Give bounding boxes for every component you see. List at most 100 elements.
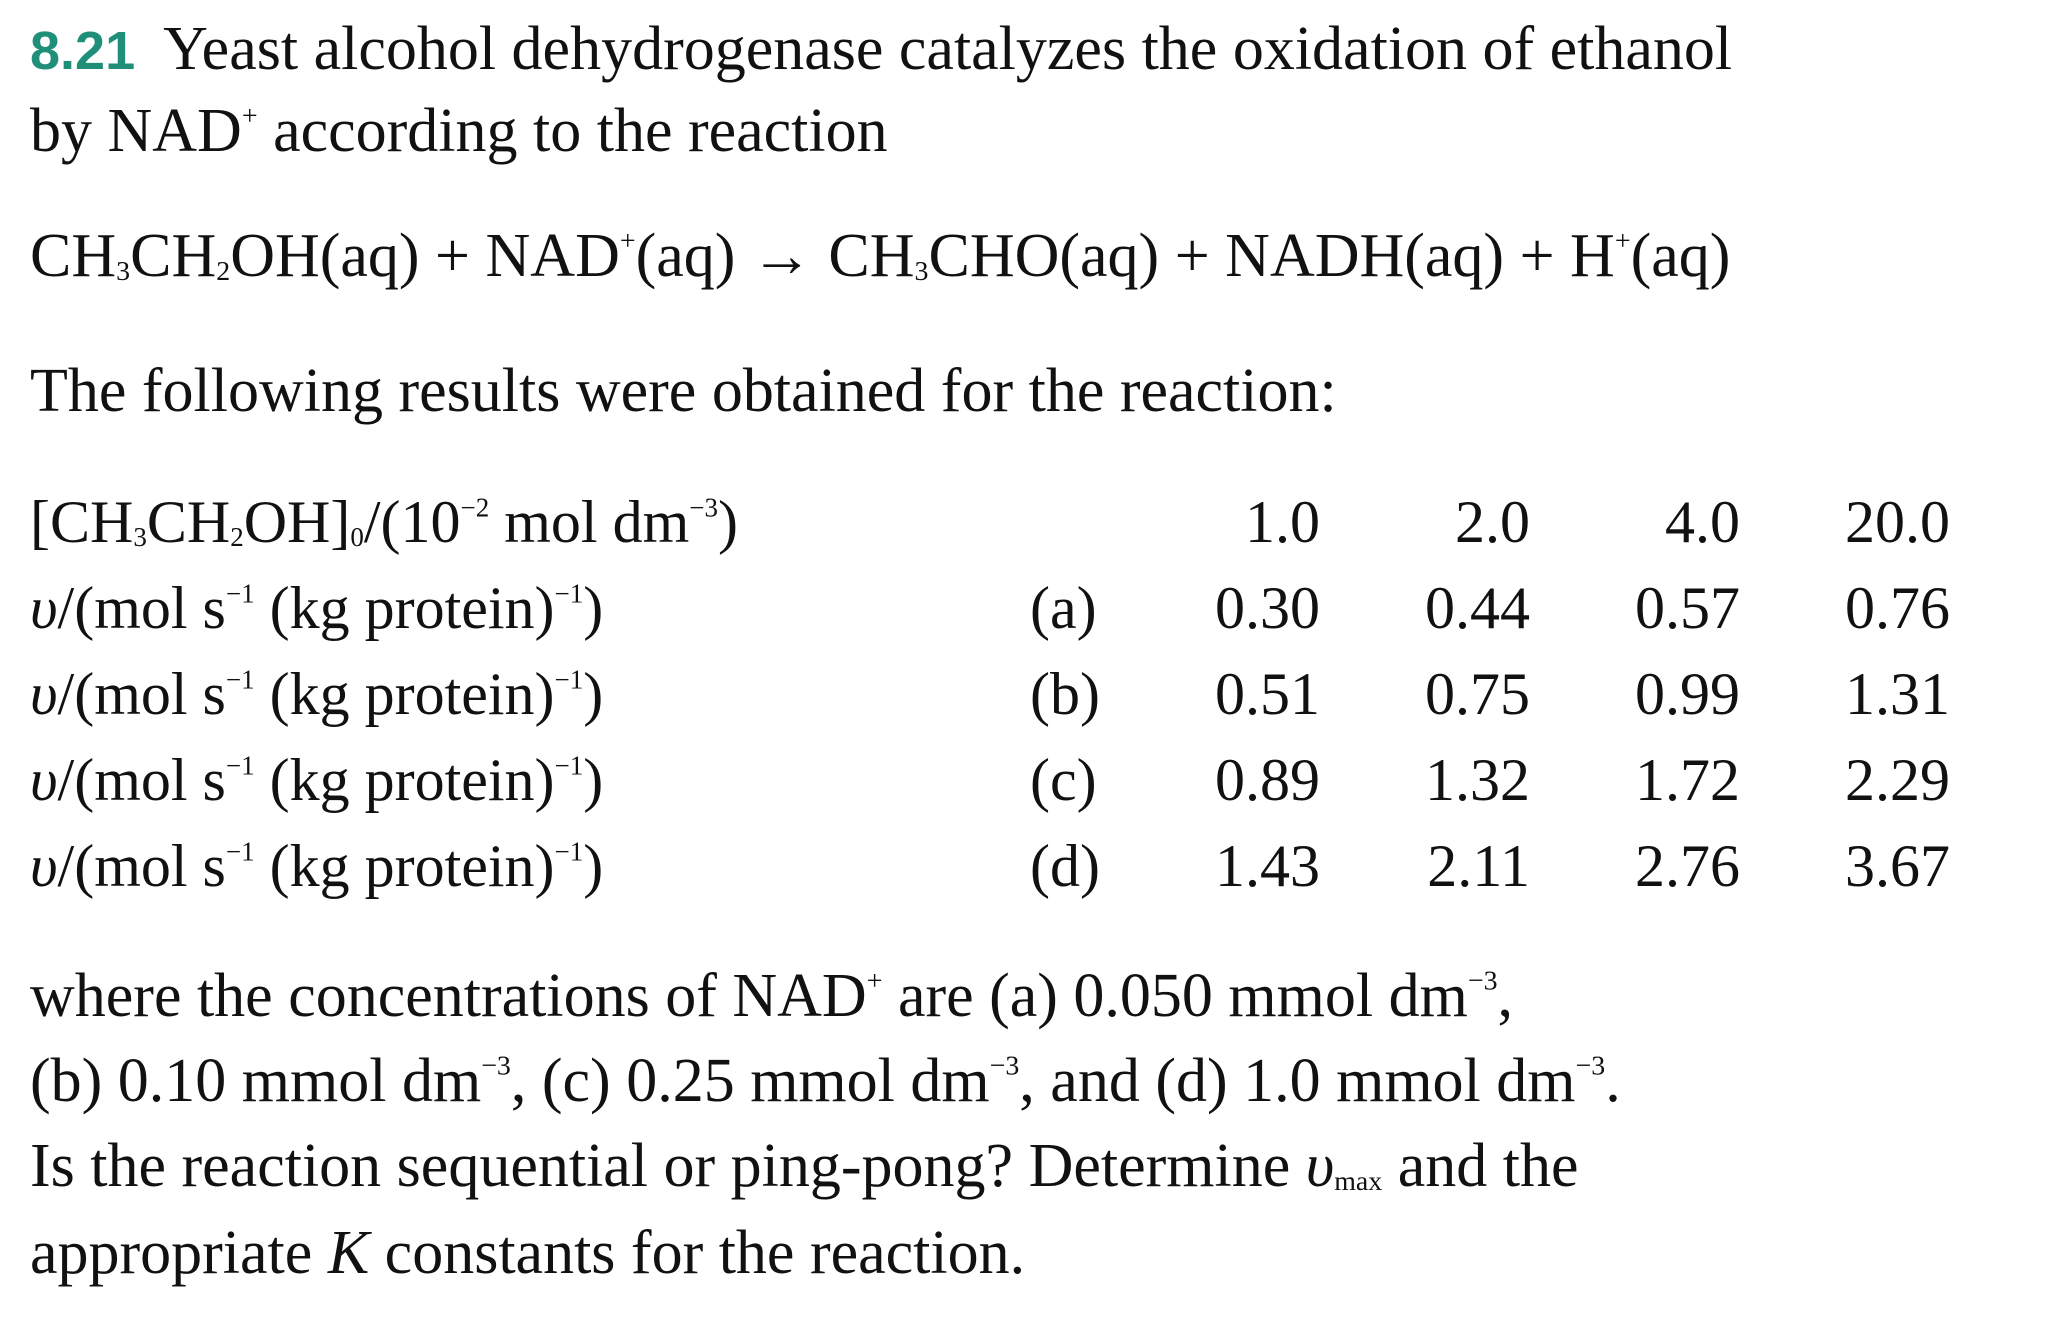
table-cell: 0.76 [1845, 575, 1950, 641]
label-part: mol dm [489, 489, 690, 555]
closing-part: Is the reaction sequential or ping-pong?… [30, 1132, 1306, 1200]
label-part: CH [146, 489, 231, 555]
eq-part: CHO(aq) + NADH(aq) + H [928, 222, 1615, 290]
closing-sup: + [866, 965, 883, 997]
eq-part: (aq) [1630, 222, 1731, 290]
rate-symbol: υ [30, 575, 58, 641]
closing-line4: appropriate K constants for the reaction… [30, 1222, 1025, 1284]
closing-part: where the concentrations of NAD [30, 962, 867, 1030]
table-cell: 0.89 [1215, 747, 1320, 813]
label-sup: −1 [225, 664, 255, 695]
eq-part: CH [30, 222, 117, 290]
table-cell: 2.76 [1635, 833, 1740, 899]
intro-text-2a: by NAD [30, 97, 242, 165]
closing-part: (b) 0.10 mmol dm [30, 1047, 482, 1115]
header-value: 1.0 [1245, 489, 1320, 555]
label-part: (kg protein) [254, 833, 555, 899]
rate-symbol: υ [30, 833, 58, 899]
label-part: (kg protein) [254, 747, 555, 813]
closing-part: are (a) 0.050 mmol dm [882, 962, 1468, 1030]
label-sup: −1 [225, 750, 255, 781]
closing-sup: −3 [481, 1050, 511, 1082]
row-tag: (b) [1030, 661, 1100, 727]
label-part: /(mol s [57, 661, 226, 727]
closing-sup: −3 [989, 1050, 1020, 1082]
closing-part: , [1497, 962, 1514, 1030]
rate-label: υ/(mol s−1 (kg protein)−1) [30, 836, 603, 896]
closing-part: constants for the reaction. [369, 1219, 1026, 1287]
concentration-label: [CH3CH2OH]0/(10−2 mol dm−3) [30, 492, 738, 552]
problem-number: 8.21 [30, 21, 136, 81]
row-tag: (d) [1030, 833, 1100, 899]
problem-intro-line2: by NAD+ according to the reaction [30, 100, 888, 162]
label-sup: −1 [225, 836, 255, 867]
label-part: ) [583, 833, 604, 899]
eq-part: OH(aq) + NAD [230, 222, 620, 290]
label-sup: −1 [225, 578, 255, 609]
label-part: ) [583, 661, 604, 727]
closing-sup: −3 [1575, 1050, 1606, 1082]
closing-part: appropriate [30, 1219, 328, 1287]
label-sup: −1 [554, 664, 584, 695]
closing-line3: Is the reaction sequential or ping-pong?… [30, 1135, 1579, 1197]
table-cell: 0.99 [1635, 661, 1740, 727]
intro-text-2b: according to the reaction [257, 97, 888, 165]
header-value: 4.0 [1665, 489, 1740, 555]
vmax-symbol: υ [1305, 1132, 1335, 1200]
row-tag: (a) [1030, 575, 1097, 641]
nad-plus-sup: + [241, 100, 258, 132]
label-sup: −1 [554, 578, 584, 609]
table-cell: 1.43 [1215, 833, 1320, 899]
vmax-sub: max [1334, 1166, 1383, 1198]
label-sub: 0 [350, 522, 364, 553]
closing-part: , (c) 0.25 mmol dm [510, 1047, 990, 1115]
problem-intro-line1: 8.21 Yeast alcohol dehydrogenase catalyze… [30, 18, 1732, 80]
table-cell: 0.44 [1425, 575, 1530, 641]
table-cell: 1.72 [1635, 747, 1740, 813]
closing-part: . [1605, 1047, 1621, 1115]
header-value: 2.0 [1455, 489, 1530, 555]
rate-label: υ/(mol s−1 (kg protein)−1) [30, 578, 603, 638]
row-tag: (c) [1030, 747, 1097, 813]
table-cell: 0.57 [1635, 575, 1740, 641]
label-part: /(mol s [57, 833, 226, 899]
label-part: /(mol s [57, 747, 226, 813]
table-cell: 0.51 [1215, 661, 1320, 727]
table-cell: 3.67 [1845, 833, 1950, 899]
closing-part: and the [1382, 1132, 1579, 1200]
label-part: /(mol s [57, 575, 226, 641]
eq-sub: 3 [116, 256, 131, 288]
k-symbol: K [327, 1219, 370, 1287]
header-value: 20.0 [1845, 489, 1950, 555]
eq-sub: 3 [914, 256, 929, 288]
label-part: (kg protein) [254, 575, 555, 641]
results-intro: The following results were obtained for … [30, 357, 1337, 425]
table-cell: 2.11 [1427, 833, 1530, 899]
eq-sub: 2 [216, 256, 231, 288]
label-part: /(10 [363, 489, 461, 555]
label-sub: 2 [230, 522, 244, 553]
label-part: (kg protein) [254, 661, 555, 727]
label-sup: −3 [689, 492, 718, 523]
eq-sup: + [1614, 225, 1631, 257]
intro-text-1: Yeast alcohol dehydrogenase catalyzes th… [163, 15, 1733, 83]
rate-symbol: υ [30, 661, 58, 727]
rate-symbol: υ [30, 747, 58, 813]
closing-part: , and (d) 1.0 mmol dm [1019, 1047, 1576, 1115]
reaction-equation: CH3CH2OH(aq) + NAD+(aq) → CH3CHO(aq) + N… [30, 225, 1730, 287]
eq-part: CH [130, 222, 217, 290]
closing-line1: where the concentrations of NAD+ are (a)… [30, 965, 1513, 1027]
label-part: [CH [30, 489, 134, 555]
rate-label: υ/(mol s−1 (kg protein)−1) [30, 750, 603, 810]
label-sup: −1 [554, 836, 584, 867]
label-part: OH] [243, 489, 351, 555]
eq-sup: + [619, 225, 636, 257]
table-cell: 0.30 [1215, 575, 1320, 641]
table-cell: 0.75 [1425, 661, 1530, 727]
closing-sup: −3 [1467, 965, 1498, 997]
label-sup: −2 [460, 492, 490, 523]
table-cell: 2.29 [1845, 747, 1950, 813]
label-part: ) [583, 747, 604, 813]
eq-part: (aq) → CH [635, 222, 915, 290]
label-part: ) [583, 575, 604, 641]
